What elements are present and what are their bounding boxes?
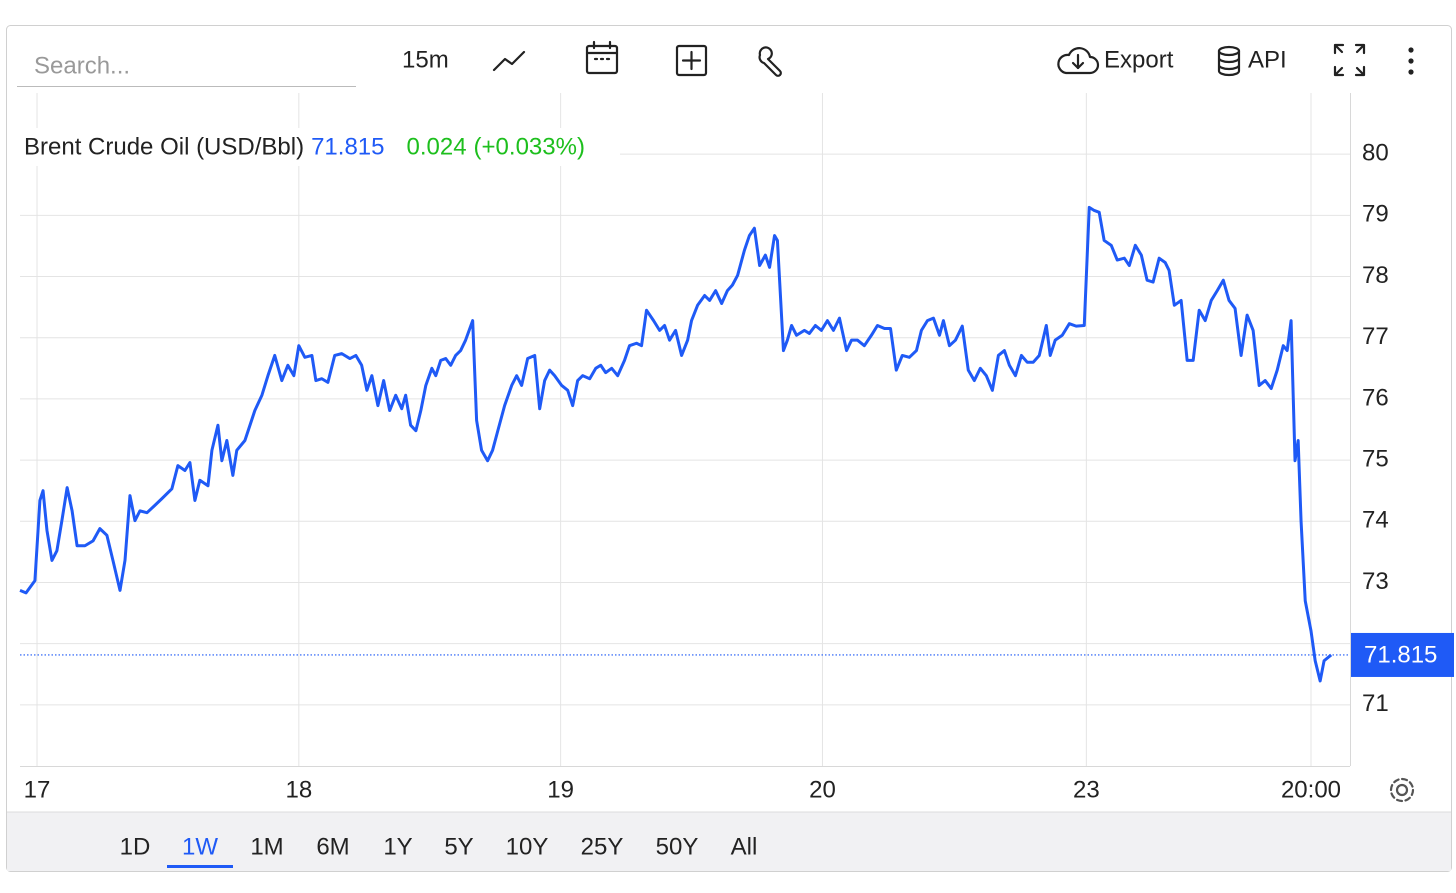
- y-tick-label: 75: [1362, 445, 1389, 472]
- export-button[interactable]: Export: [1104, 46, 1174, 73]
- range-option[interactable]: 50Y: [656, 833, 699, 860]
- x-tick-label: 20: [809, 776, 836, 803]
- range-option[interactable]: All: [731, 833, 758, 860]
- last-price: 71.815: [311, 133, 384, 160]
- tools-icon[interactable]: [758, 46, 782, 77]
- menu-icon[interactable]: [1408, 47, 1414, 75]
- chart-title: Brent Crude Oil (USD/Bbl): [24, 133, 304, 160]
- range-bar: [7, 812, 1451, 871]
- range-option[interactable]: 1D: [120, 833, 151, 860]
- interval-button[interactable]: 15m: [402, 46, 449, 73]
- last-price-tag: [1351, 632, 1454, 677]
- range-option[interactable]: 6M: [316, 833, 349, 860]
- y-tick-label: 73: [1362, 568, 1389, 595]
- x-tick-label: 17: [24, 776, 51, 803]
- x-tick-label: 20:00: [1281, 776, 1341, 803]
- export-icon[interactable]: [1057, 47, 1100, 75]
- x-tick-label: 23: [1073, 776, 1100, 803]
- y-tick-label: 79: [1362, 201, 1389, 228]
- api-button[interactable]: API: [1248, 46, 1287, 73]
- x-tick-label: 19: [547, 776, 574, 803]
- price-change-percent: (+0.033%): [474, 133, 585, 160]
- range-option[interactable]: 1Y: [383, 833, 412, 860]
- chart-type-icon[interactable]: [492, 50, 526, 72]
- range-option[interactable]: 1M: [250, 833, 283, 860]
- y-tick-label: 71: [1362, 690, 1389, 717]
- price-change: 0.024: [406, 133, 466, 160]
- y-tick-label: 78: [1362, 262, 1389, 289]
- api-icon[interactable]: [1217, 45, 1241, 77]
- range-option[interactable]: 10Y: [506, 833, 549, 860]
- plot-area: 71727374757677787980171819202320:00Brent…: [19, 93, 1454, 803]
- x-tick-label: 18: [285, 776, 312, 803]
- y-tick-label: 77: [1362, 323, 1389, 350]
- range-option[interactable]: 5Y: [444, 833, 473, 860]
- search-input[interactable]: Search...: [34, 52, 130, 79]
- range-option[interactable]: 1W: [182, 833, 218, 860]
- widget-frame: [6, 25, 1452, 872]
- header-background: [20, 128, 620, 166]
- add-indicator-icon[interactable]: [675, 44, 708, 77]
- settings-icon[interactable]: [1389, 777, 1415, 803]
- price-line: [19, 205, 1333, 683]
- last-price-tag-label: 71.815: [1364, 641, 1437, 668]
- range-option[interactable]: 25Y: [581, 833, 624, 860]
- fullscreen-icon[interactable]: [1333, 43, 1366, 77]
- y-tick-label: 76: [1362, 384, 1389, 411]
- active-range-underline: [167, 865, 233, 868]
- calendar-icon[interactable]: [585, 40, 619, 75]
- y-tick-label: 74: [1362, 507, 1389, 534]
- y-tick-label: 80: [1362, 140, 1389, 167]
